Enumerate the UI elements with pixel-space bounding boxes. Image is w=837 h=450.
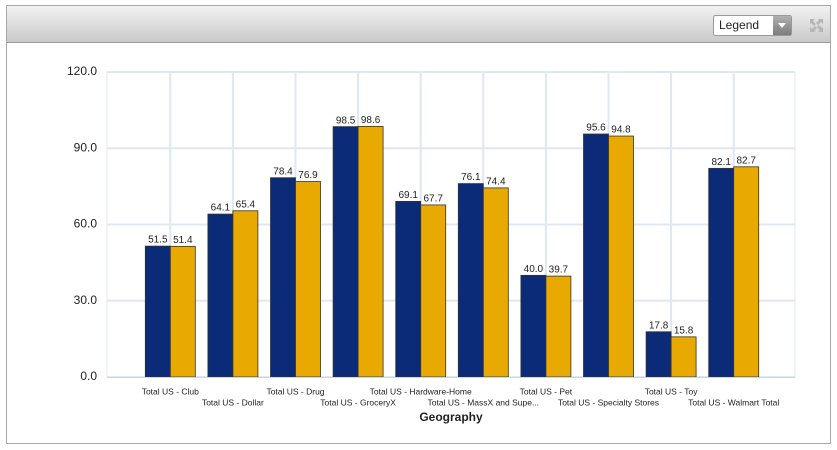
value-label: 74.4 [486, 177, 506, 188]
bar [295, 181, 321, 378]
y-tick-label: 90.0 [74, 140, 98, 154]
x-tick-label: Total US - Hardware-Home [370, 386, 472, 396]
value-label: 78.4 [273, 166, 293, 177]
bar [169, 245, 196, 378]
bar [545, 275, 572, 378]
value-label: 76.1 [461, 172, 481, 183]
y-tick-label: 60.0 [74, 217, 98, 231]
bar [583, 133, 609, 378]
bar [520, 274, 547, 378]
bar [207, 213, 234, 378]
x-tick-label: Total US - Walmart Total [688, 397, 779, 407]
x-tick-label: Total US - Specialty Stores [558, 397, 659, 407]
value-label: 64.1 [211, 203, 231, 214]
value-label: 15.8 [674, 325, 694, 336]
panel-header [7, 6, 830, 42]
value-label: 76.9 [298, 170, 318, 181]
value-label: 40.0 [524, 264, 544, 275]
x-tick-label: Total US - Toy [645, 386, 699, 396]
value-label: 39.7 [549, 265, 569, 276]
value-label: 82.1 [711, 157, 731, 168]
x-tick-label: Total US - Dollar [202, 397, 264, 407]
value-label: 67.7 [423, 194, 443, 205]
bar [457, 183, 484, 378]
x-tick-label: Total US - Drug [266, 386, 324, 396]
bar [670, 336, 697, 378]
value-label: 51.5 [148, 235, 168, 246]
y-tick-label: 0.0 [80, 369, 97, 383]
bar [357, 125, 384, 378]
value-label: 51.4 [173, 235, 193, 246]
bar [482, 187, 509, 378]
y-tick-label: 120.0 [67, 64, 97, 78]
bar [395, 200, 422, 378]
bar [270, 177, 296, 378]
value-label: 98.5 [336, 115, 356, 126]
value-label: 94.8 [611, 125, 631, 136]
value-label: 65.4 [236, 199, 256, 210]
bar [144, 245, 171, 378]
bar [708, 167, 735, 378]
x-tick-label: Total US - MassX and Supe... [428, 397, 540, 407]
value-label: 17.8 [649, 320, 669, 331]
value-label: 98.6 [361, 115, 381, 126]
value-label: 69.1 [398, 190, 418, 201]
bar [733, 166, 760, 378]
x-tick-label: Total US - Pet [520, 386, 573, 396]
legend-dropdown-label: Legend [719, 18, 759, 32]
value-label: 95.6 [586, 123, 606, 134]
bar [645, 331, 672, 378]
x-axis-title: Geography [419, 410, 483, 424]
legend-dropdown[interactable]: Legend [713, 15, 792, 36]
x-tick-label: Total US - GroceryX [320, 397, 396, 407]
x-tick-label: Total US - Club [142, 386, 199, 396]
bar [332, 126, 359, 378]
bar [420, 204, 447, 378]
bar [232, 210, 259, 378]
value-label: 82.7 [736, 155, 756, 166]
bar [608, 135, 634, 378]
y-tick-label: 30.0 [74, 293, 98, 307]
maximize-icon[interactable] [810, 19, 823, 32]
